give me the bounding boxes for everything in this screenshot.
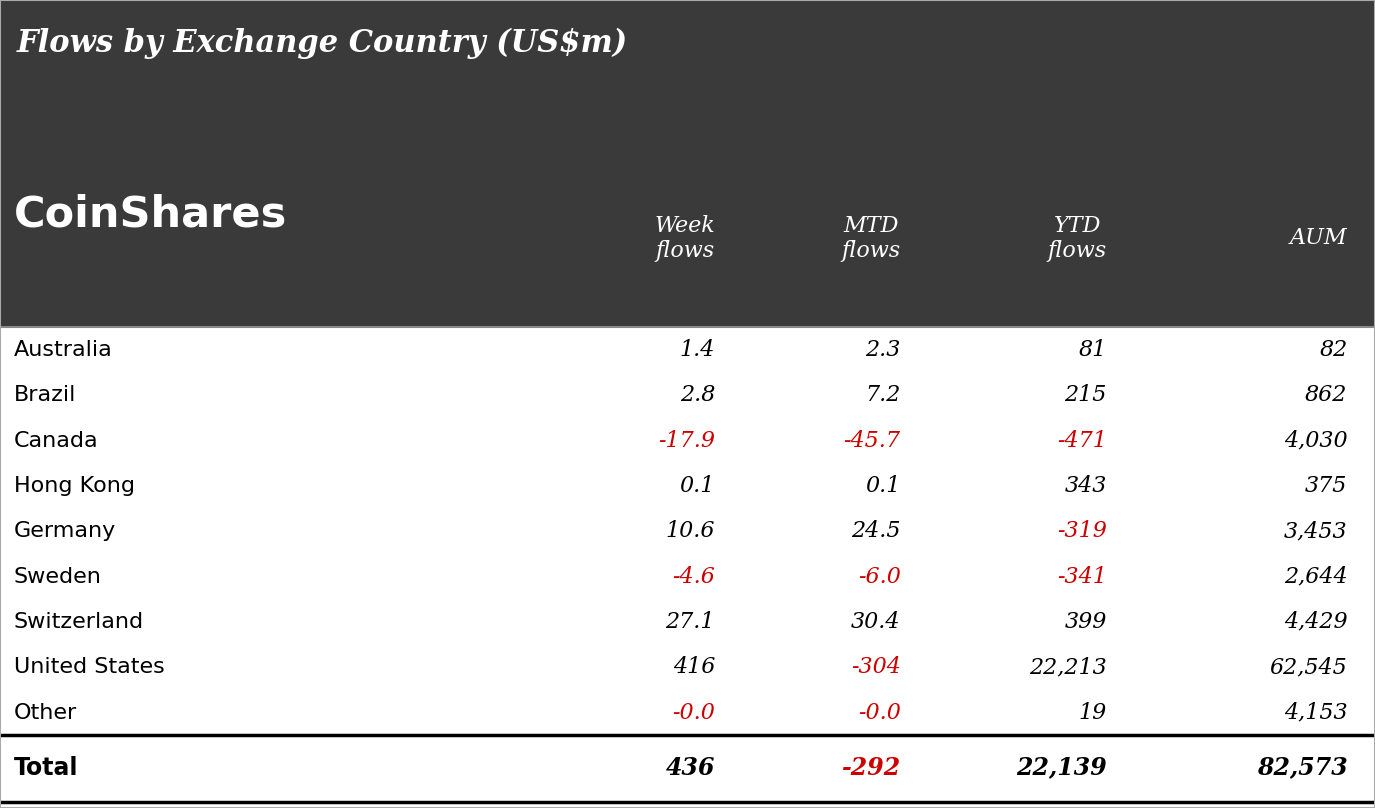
Text: 62,545: 62,545	[1269, 656, 1348, 678]
Text: 862: 862	[1305, 385, 1348, 406]
Text: -0.0: -0.0	[858, 701, 901, 724]
Text: 416: 416	[672, 656, 715, 678]
Text: Hong Kong: Hong Kong	[14, 476, 135, 496]
Text: Total: Total	[14, 755, 78, 780]
Text: 343: 343	[1064, 475, 1107, 497]
Text: 27.1: 27.1	[666, 611, 715, 633]
Text: Flows by Exchange Country (US$m): Flows by Exchange Country (US$m)	[16, 28, 627, 60]
Text: Canada: Canada	[14, 431, 99, 451]
Text: United States: United States	[14, 657, 165, 677]
FancyBboxPatch shape	[0, 327, 1375, 808]
Text: Germany: Germany	[14, 521, 116, 541]
Text: 82,573: 82,573	[1257, 755, 1348, 780]
Text: -304: -304	[851, 656, 901, 678]
Text: 22,213: 22,213	[1028, 656, 1107, 678]
Text: 2.8: 2.8	[679, 385, 715, 406]
Text: 24.5: 24.5	[851, 520, 901, 542]
Text: 22,139: 22,139	[1016, 755, 1107, 780]
Text: 2.3: 2.3	[865, 339, 901, 361]
Text: -319: -319	[1057, 520, 1107, 542]
Text: 0.1: 0.1	[679, 475, 715, 497]
Text: 30.4: 30.4	[851, 611, 901, 633]
Text: -341: -341	[1057, 566, 1107, 587]
Text: -6.0: -6.0	[858, 566, 901, 587]
Text: Other: Other	[14, 703, 77, 722]
Text: -45.7: -45.7	[844, 430, 901, 452]
Text: 7.2: 7.2	[865, 385, 901, 406]
Text: YTD
flows: YTD flows	[1048, 215, 1107, 262]
Text: -4.6: -4.6	[672, 566, 715, 587]
Text: 1.4: 1.4	[679, 339, 715, 361]
Text: 399: 399	[1064, 611, 1107, 633]
FancyBboxPatch shape	[0, 0, 1375, 327]
Text: 4,153: 4,153	[1284, 701, 1348, 724]
Text: 4,429: 4,429	[1284, 611, 1348, 633]
Text: Week
flows: Week flows	[654, 215, 715, 262]
Text: -471: -471	[1057, 430, 1107, 452]
Text: 3,453: 3,453	[1284, 520, 1348, 542]
Text: 81: 81	[1078, 339, 1107, 361]
Text: -17.9: -17.9	[659, 430, 715, 452]
Text: Brazil: Brazil	[14, 385, 76, 406]
Text: Switzerland: Switzerland	[14, 612, 144, 632]
Text: 436: 436	[666, 755, 715, 780]
Text: -0.0: -0.0	[672, 701, 715, 724]
Text: 10.6: 10.6	[666, 520, 715, 542]
Text: 215: 215	[1064, 385, 1107, 406]
Text: 375: 375	[1305, 475, 1348, 497]
Text: CoinShares: CoinShares	[14, 193, 287, 235]
Text: 82: 82	[1319, 339, 1348, 361]
Text: MTD
flows: MTD flows	[842, 215, 901, 262]
Text: AUM: AUM	[1290, 227, 1348, 250]
Text: 0.1: 0.1	[865, 475, 901, 497]
Text: 2,644: 2,644	[1284, 566, 1348, 587]
Text: 19: 19	[1078, 701, 1107, 724]
Text: Australia: Australia	[14, 340, 113, 360]
Text: Sweden: Sweden	[14, 566, 102, 587]
Text: -292: -292	[842, 755, 901, 780]
Text: 4,030: 4,030	[1284, 430, 1348, 452]
